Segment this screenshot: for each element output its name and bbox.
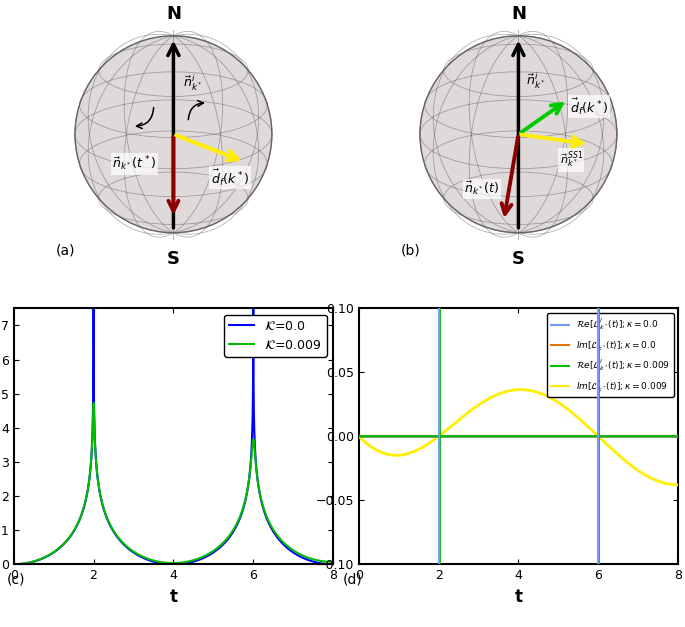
Text: S: S xyxy=(512,250,525,268)
$\mathcal{K}$=0.0 xyxy=(203,552,211,560)
Legend: $\mathcal{R}e[\mathcal{L}^l_{k^*}(t)]; \kappa = 0.0$, $\mathit{Im}[\mathcal{L}^l: $\mathcal{R}e[\mathcal{L}^l_{k^*}(t)]; \… xyxy=(547,313,673,398)
Text: (d): (d) xyxy=(342,572,362,586)
Text: $\vec{n}^i_{k^*}$: $\vec{n}^i_{k^*}$ xyxy=(526,70,546,90)
$\mathcal{K}$=0.009 xyxy=(214,543,223,551)
$\mathcal{K}$=0.0 xyxy=(89,379,97,386)
Circle shape xyxy=(420,36,617,233)
Line: $\mathcal{K}$=0.0: $\mathcal{K}$=0.0 xyxy=(14,308,333,564)
X-axis label: t: t xyxy=(169,587,177,606)
X-axis label: t: t xyxy=(514,587,523,606)
$\mathcal{K}$=0.009 xyxy=(238,506,247,514)
Text: $\vec{n}_{k^*}(t)$: $\vec{n}_{k^*}(t)$ xyxy=(464,180,500,198)
$\mathcal{K}$=0.009 xyxy=(10,561,18,568)
$\mathcal{K}$=0.009 xyxy=(90,399,98,407)
$\mathcal{K}$=0.0 xyxy=(238,507,247,515)
Text: (a): (a) xyxy=(55,243,75,257)
Circle shape xyxy=(75,36,272,233)
$\mathcal{K}$=0.0 xyxy=(329,561,337,568)
Text: S: S xyxy=(167,250,180,268)
$\mathcal{K}$=0.0 xyxy=(161,560,169,567)
Text: $\vec{d}_f(k^*)$: $\vec{d}_f(k^*)$ xyxy=(570,97,608,117)
Text: $\vec{d}_f(k^*)$: $\vec{d}_f(k^*)$ xyxy=(211,167,249,187)
Line: $\mathcal{K}$=0.009: $\mathcal{K}$=0.009 xyxy=(14,403,333,564)
Text: $\vec{n}_{k^*}(t^*)$: $\vec{n}_{k^*}(t^*)$ xyxy=(112,155,157,174)
$\mathcal{K}$=0.009 xyxy=(308,556,316,563)
Text: N: N xyxy=(511,5,526,23)
$\mathcal{K}$=0.0 xyxy=(10,561,18,568)
Legend: $\mathcal{K}$=0.0, $\mathcal{K}$=0.009: $\mathcal{K}$=0.0, $\mathcal{K}$=0.009 xyxy=(225,315,327,357)
Text: $\vec{n}^i_{k^*}$: $\vec{n}^i_{k^*}$ xyxy=(184,72,203,93)
$\mathcal{K}$=0.009 xyxy=(161,559,169,566)
$\mathcal{K}$=0.009 xyxy=(89,404,97,411)
$\mathcal{K}$=0.009 xyxy=(203,551,211,559)
$\mathcal{K}$=0.0 xyxy=(90,305,98,312)
Text: (b): (b) xyxy=(400,243,420,257)
$\mathcal{K}$=0.0 xyxy=(214,545,223,552)
$\mathcal{K}$=0.0 xyxy=(308,557,316,565)
Text: $\vec{n}^{SS1}_{k^*}$: $\vec{n}^{SS1}_{k^*}$ xyxy=(560,150,583,170)
Text: (c): (c) xyxy=(7,572,25,586)
Text: N: N xyxy=(166,5,181,23)
$\mathcal{K}$=0.009 xyxy=(329,558,337,566)
